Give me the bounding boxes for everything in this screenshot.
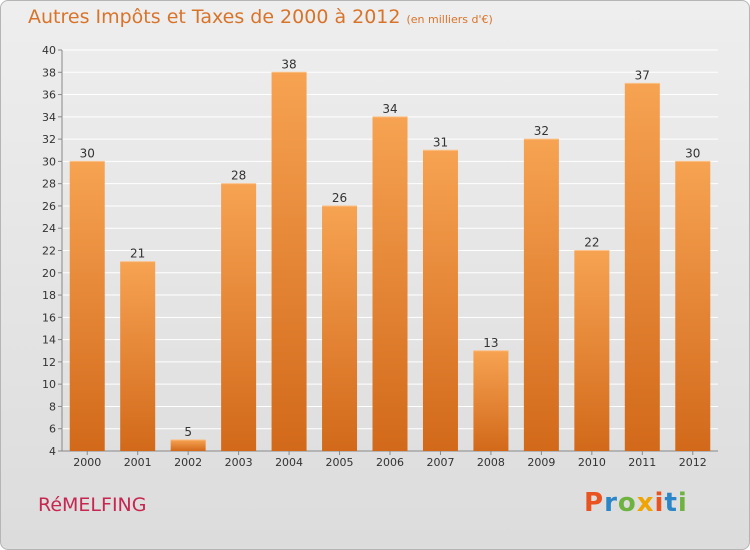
x-tick-label: 2012 xyxy=(679,456,707,469)
logo-letter: r xyxy=(604,488,618,518)
bar-value-label: 30 xyxy=(685,146,700,160)
bar xyxy=(624,83,660,452)
x-tick-label: 2002 xyxy=(174,456,202,469)
x-tick-label: 2011 xyxy=(628,456,656,469)
title-text: Autres Impôts et Taxes de 2000 à 2012 xyxy=(28,6,401,28)
bar-value-label: 38 xyxy=(281,57,296,71)
y-tick-label: 16 xyxy=(42,311,56,324)
x-tick-label: 2008 xyxy=(477,456,505,469)
y-tick-labels: 4 6 8 10 12 14 16 18 20 22 24 26 28 30 32 34 36 38 40 xyxy=(42,44,56,458)
bar xyxy=(422,150,458,451)
x-tick-label: 2010 xyxy=(578,456,606,469)
x-tick-label: 2009 xyxy=(527,456,555,469)
bar xyxy=(69,161,105,451)
bar-value-label: 21 xyxy=(130,247,145,261)
y-tick-label: 12 xyxy=(42,356,56,369)
bar-value-label: 26 xyxy=(332,191,347,205)
bar-value-label: 34 xyxy=(382,102,397,116)
y-tick-label: 36 xyxy=(42,89,56,102)
bar-value-label: 5 xyxy=(184,425,192,439)
logo-letter: t xyxy=(664,488,678,518)
logo-letter: i xyxy=(677,488,688,518)
commune-name: RéMELFING xyxy=(38,494,147,516)
x-tick-label: 2001 xyxy=(124,456,152,469)
y-tick-label: 26 xyxy=(42,200,56,213)
logo-letter: i xyxy=(654,488,665,518)
chart-title: Autres Impôts et Taxes de 2000 à 2012 (en… xyxy=(28,6,493,28)
bar-value-label: 30 xyxy=(80,146,95,160)
bar-value-label: 13 xyxy=(483,336,498,350)
logo-letter: o xyxy=(617,488,637,518)
bar-value-label: 31 xyxy=(433,135,448,149)
logo-letter: x xyxy=(636,488,655,518)
x-tick-labels: 2000 2001 2002 2003 2004 2005 2006 2007 2008 2009… xyxy=(73,451,707,469)
y-tick-label: 18 xyxy=(42,289,56,302)
x-tick-label: 2003 xyxy=(225,456,253,469)
bar xyxy=(120,261,156,451)
y-tick-label: 24 xyxy=(42,222,56,235)
y-tick-label: 32 xyxy=(42,133,56,146)
y-tick-label: 22 xyxy=(42,245,56,258)
y-tick-label: 38 xyxy=(42,66,56,79)
x-tick-label: 2006 xyxy=(376,456,404,469)
bar-value-labels: 30 21 5 28 38 26 34 31 13 32 22 37 30 xyxy=(80,57,701,439)
x-tick-label: 2004 xyxy=(275,456,303,469)
x-tick-label: 2007 xyxy=(426,456,454,469)
bar xyxy=(574,250,610,451)
bar-value-label: 37 xyxy=(635,68,650,82)
logo-letter: P xyxy=(584,488,605,518)
bar-value-label: 32 xyxy=(534,124,549,138)
bar xyxy=(221,183,257,451)
proxiti-logo: Proxiti xyxy=(584,488,688,518)
bar xyxy=(322,205,358,451)
x-tick-label: 2000 xyxy=(73,456,101,469)
y-tick-label: 34 xyxy=(42,111,56,124)
bar xyxy=(271,72,307,452)
x-tick-label: 2005 xyxy=(326,456,354,469)
bar xyxy=(523,139,559,451)
bars xyxy=(69,71,711,452)
bar xyxy=(372,116,408,451)
y-tick-label: 20 xyxy=(42,267,56,280)
y-tick-label: 4 xyxy=(49,445,56,458)
y-tick-label: 10 xyxy=(42,378,56,391)
y-tick-label: 14 xyxy=(42,334,56,347)
bar-value-label: 22 xyxy=(584,236,599,250)
bar xyxy=(675,161,711,451)
y-tick-label: 30 xyxy=(42,155,56,168)
y-tick-label: 6 xyxy=(49,423,56,436)
bar xyxy=(473,350,509,451)
bar xyxy=(170,439,206,451)
subtitle-text: (en milliers d'€) xyxy=(406,13,493,26)
bar-value-label: 28 xyxy=(231,169,246,183)
y-tick-label: 40 xyxy=(42,44,56,57)
y-tick-label: 8 xyxy=(49,400,56,413)
y-tick-label: 28 xyxy=(42,178,56,191)
